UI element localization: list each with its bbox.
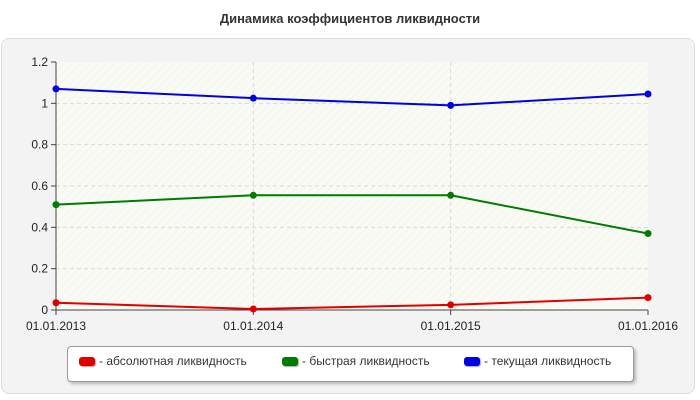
y-tick-label: 0.8 [31,138,48,152]
data-point[interactable] [644,294,652,302]
legend-item-absolute[interactable]: - абсолютная ликвидность [79,354,247,368]
legend-label: - текущая ликвидность [484,354,612,368]
legend-item-current[interactable]: - текущая ликвидность [464,354,611,368]
y-tick-label: 0.6 [31,179,48,193]
legend-item-quick[interactable]: - быстрая ликвидность [282,354,430,368]
series-line-1 [55,194,649,235]
data-point[interactable] [52,201,60,209]
data-point[interactable] [447,301,455,309]
data-point[interactable] [52,299,60,307]
y-tick-label: 1 [41,96,48,110]
x-tick-label: 01.01.2016 [618,319,678,333]
data-point[interactable] [249,191,257,199]
y-tick-label: 0.2 [31,262,48,276]
x-tick-label: 01.01.2013 [26,319,86,333]
x-tick-label: 01.01.2015 [421,319,481,333]
x-tick-label: 01.01.2014 [223,319,283,333]
legend: - абсолютная ликвидность - быстрая ликви… [67,346,634,382]
series-line-0 [55,296,649,310]
data-point[interactable] [644,230,652,238]
data-point[interactable] [249,305,257,313]
data-point[interactable] [52,85,60,93]
y-tick-label: 0.4 [31,220,48,234]
legend-swatch-blue [464,356,480,366]
y-tick-label: 0 [41,303,48,317]
legend-label: - быстрая ликвидность [302,354,430,368]
y-tick-label: 1.2 [31,55,48,69]
data-point[interactable] [447,101,455,109]
legend-label: - абсолютная ликвидность [99,354,247,368]
data-point[interactable] [644,90,652,98]
data-point[interactable] [447,191,455,199]
legend-swatch-red [79,356,95,366]
chart-title: Динамика коэффициентов ликвидности [219,11,481,26]
series-line-2 [55,87,649,107]
legend-swatch-green [282,356,298,366]
data-point[interactable] [249,94,257,102]
